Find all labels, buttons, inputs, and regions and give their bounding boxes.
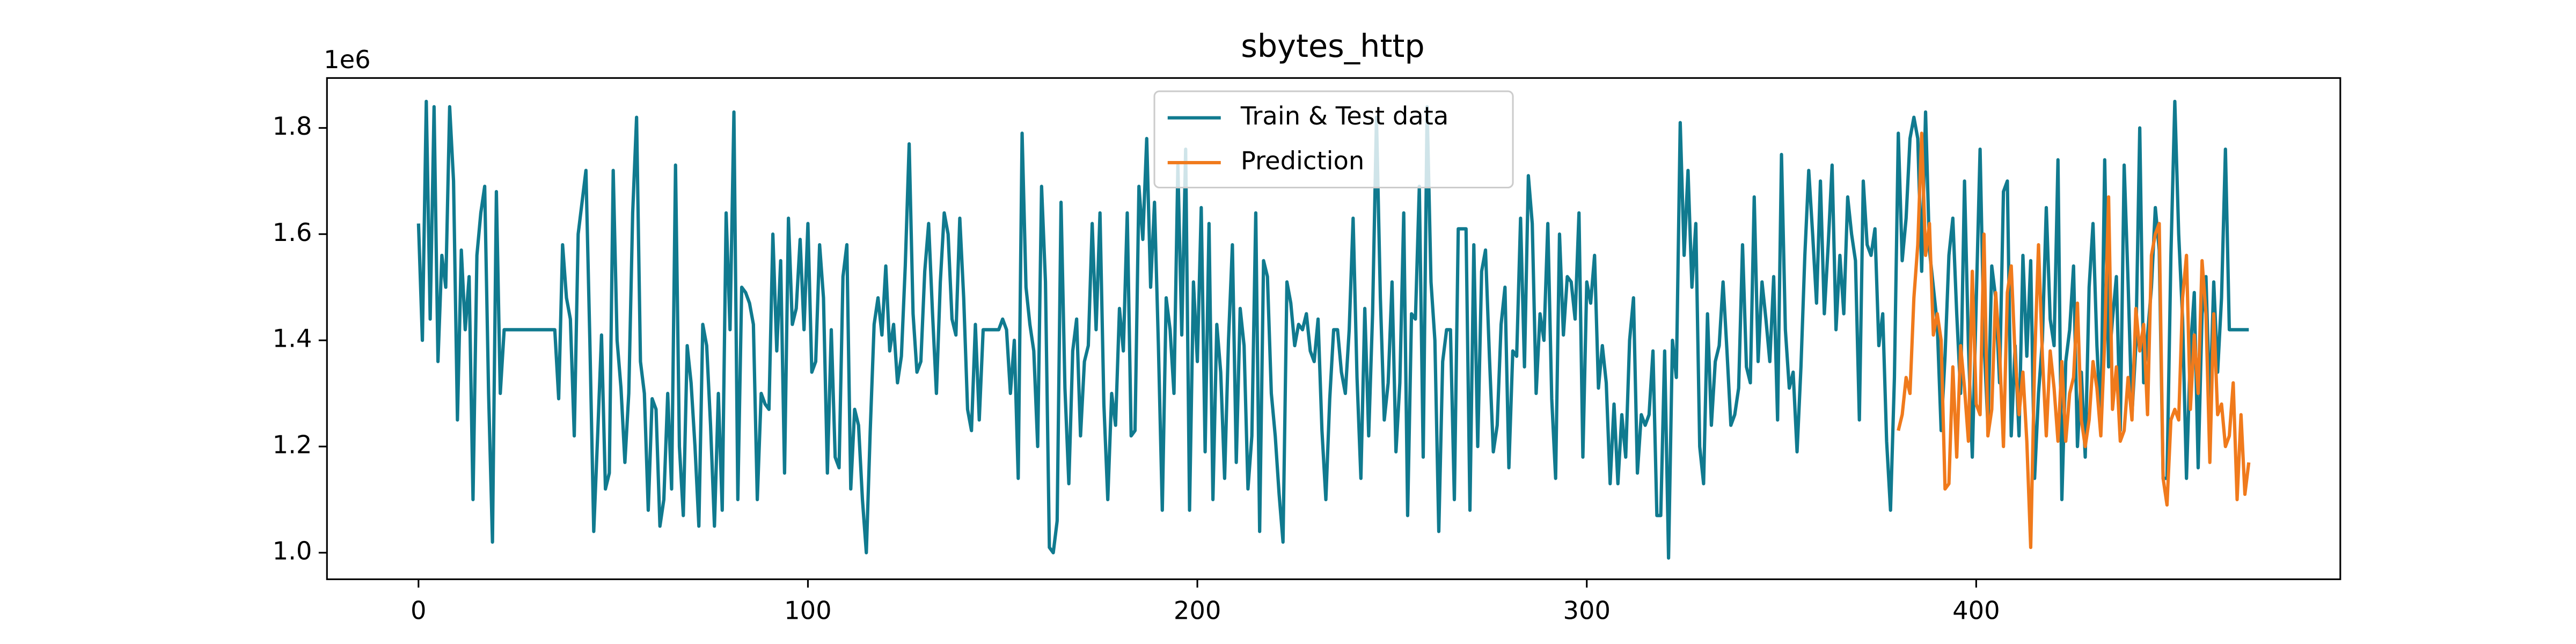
y-offset-label: 1e6 — [324, 45, 371, 74]
x-tick-label: 300 — [1563, 596, 1611, 625]
legend-label: Train & Test data — [1240, 101, 1448, 130]
legend-label: Prediction — [1241, 147, 1364, 175]
x-tick-label: 200 — [1174, 596, 1221, 625]
y-tick-label: 1.8 — [273, 112, 312, 141]
x-tick-label: 0 — [411, 596, 427, 625]
plot-frame — [326, 77, 2341, 580]
chart-title: sbytes_http — [1241, 27, 1424, 64]
x-tick-label: 100 — [784, 596, 832, 625]
x-tick-label: 400 — [1952, 596, 2000, 625]
y-tick-label: 1.0 — [273, 536, 312, 565]
legend-box — [1153, 90, 1514, 189]
y-tick-label: 1.2 — [273, 430, 312, 459]
y-tick-label: 1.4 — [273, 324, 312, 353]
y-tick-label: 1.6 — [273, 218, 312, 247]
series-line — [1897, 131, 2251, 550]
